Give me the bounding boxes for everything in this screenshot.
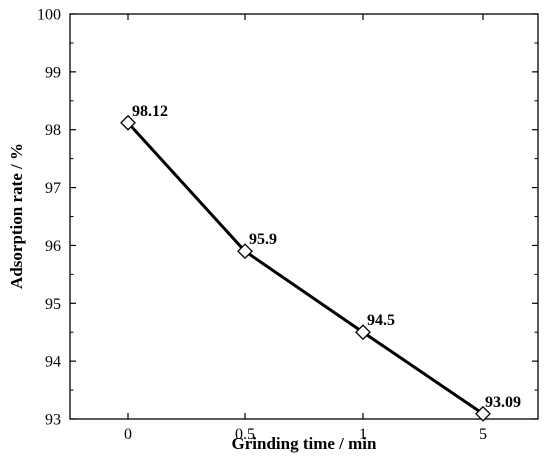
y-tick-label: 96 [45,238,61,255]
series-layer [120,114,491,422]
x-tick-label: 0 [124,426,132,443]
y-tick-label: 93 [45,412,61,429]
y-tick-label: 99 [45,64,61,81]
y-tick-label: 100 [37,7,61,24]
x-tick-label: 5 [479,426,487,443]
data-point-marker [237,243,253,260]
y-tick-label: 95 [45,296,61,313]
data-label-layer: 98.12 95.9 94.5 93.09 [132,103,521,411]
plot-frame [69,13,539,420]
data-label: 98.12 [132,103,168,120]
x-tick-label: 0.5 [235,426,255,443]
y-axis-title: Adsorption rate / % [7,143,26,289]
data-point-marker [120,114,136,131]
data-label: 94.5 [367,312,395,329]
data-point-marker [475,405,491,422]
y-tick-label: 98 [45,122,61,139]
data-point-marker [355,324,371,341]
data-label: 93.09 [485,394,521,411]
data-label: 95.9 [249,231,277,248]
x-axis-title: Grinding time / min [232,434,378,453]
y-tick-label: 97 [45,180,61,197]
y-tick-label: 94 [45,354,61,371]
series-line [126,121,484,416]
y-axis: 93 94 95 96 97 98 99 100 [37,7,538,429]
x-tick-label: 1 [359,426,367,443]
